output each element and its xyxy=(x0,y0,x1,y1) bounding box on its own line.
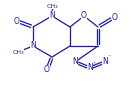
Text: ⁻: ⁻ xyxy=(107,56,111,61)
Text: O: O xyxy=(81,11,87,20)
Text: O: O xyxy=(44,66,50,75)
Text: ⁺: ⁺ xyxy=(92,62,96,67)
Text: N: N xyxy=(72,58,78,67)
Text: N: N xyxy=(102,58,108,67)
Text: O: O xyxy=(112,12,118,21)
Text: N: N xyxy=(49,11,55,20)
Text: CH₃: CH₃ xyxy=(12,50,24,55)
Text: O: O xyxy=(14,16,20,25)
Text: CH₃: CH₃ xyxy=(46,3,58,8)
Text: N: N xyxy=(87,64,93,73)
Text: N: N xyxy=(30,41,36,51)
